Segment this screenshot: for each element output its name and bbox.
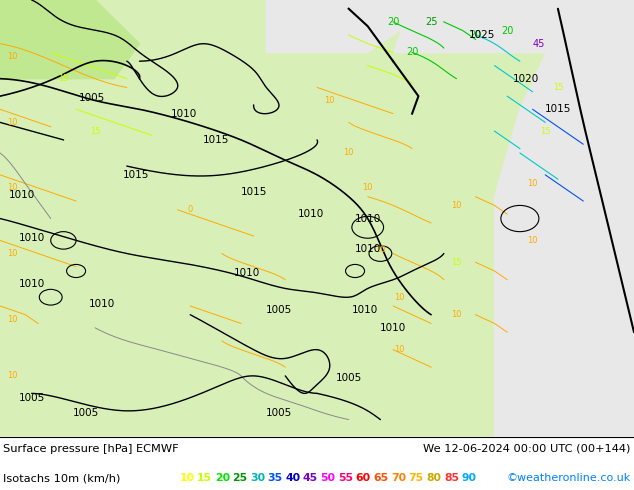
Text: 10: 10 (394, 345, 404, 354)
Text: 30: 30 (250, 473, 265, 483)
Text: Isotachs 10m (km/h): Isotachs 10m (km/h) (3, 473, 120, 483)
Text: 1005: 1005 (266, 408, 292, 418)
Text: 10: 10 (363, 183, 373, 193)
Text: 10: 10 (527, 179, 538, 188)
Text: 1015: 1015 (240, 187, 267, 197)
Text: 10: 10 (451, 201, 462, 210)
Text: 1010: 1010 (351, 305, 378, 316)
Text: 35: 35 (268, 473, 283, 483)
Text: 1025: 1025 (469, 30, 495, 40)
Polygon shape (393, 0, 634, 52)
Text: 10: 10 (394, 293, 404, 302)
Polygon shape (0, 0, 634, 437)
Text: 80: 80 (427, 473, 441, 483)
Polygon shape (266, 0, 444, 52)
Text: 1015: 1015 (123, 170, 150, 180)
Text: 15: 15 (451, 258, 462, 267)
Text: 10: 10 (451, 310, 462, 319)
Text: 1010: 1010 (171, 109, 197, 119)
Text: 10: 10 (527, 236, 538, 245)
Text: 20: 20 (387, 17, 399, 27)
Text: We 12-06-2024 00:00 UTC (00+144): We 12-06-2024 00:00 UTC (00+144) (424, 444, 631, 454)
Text: 1005: 1005 (72, 408, 99, 418)
Text: 15: 15 (90, 126, 100, 136)
Text: 10: 10 (325, 96, 335, 105)
Text: 1005: 1005 (266, 305, 292, 316)
Text: 0: 0 (188, 205, 193, 214)
Polygon shape (0, 0, 139, 79)
Text: 1015: 1015 (545, 104, 571, 114)
Text: 1010: 1010 (18, 279, 45, 289)
Text: 85: 85 (444, 473, 459, 483)
Text: 70: 70 (391, 473, 406, 483)
Text: 20: 20 (215, 473, 230, 483)
Text: 1020: 1020 (513, 74, 540, 84)
Text: 1010: 1010 (354, 244, 381, 254)
Text: 40: 40 (285, 473, 301, 483)
Text: 1005: 1005 (335, 373, 362, 383)
Text: 55: 55 (338, 473, 353, 483)
Text: 1010: 1010 (380, 323, 406, 333)
Text: ©weatheronline.co.uk: ©weatheronline.co.uk (507, 473, 631, 483)
Polygon shape (495, 0, 634, 437)
Text: 1010: 1010 (88, 299, 115, 309)
Text: 20: 20 (501, 25, 514, 36)
Text: 1010: 1010 (9, 190, 36, 199)
Text: 50: 50 (321, 473, 335, 483)
Text: 10: 10 (8, 118, 18, 127)
Text: 10: 10 (375, 245, 385, 254)
Text: 65: 65 (373, 473, 389, 483)
Text: 15: 15 (553, 83, 563, 92)
Text: 10: 10 (8, 183, 18, 193)
Text: Surface pressure [hPa] ECMWF: Surface pressure [hPa] ECMWF (3, 444, 179, 454)
Text: 25: 25 (425, 17, 437, 27)
Text: 90: 90 (462, 473, 477, 483)
Text: 1010: 1010 (354, 214, 381, 223)
Text: 15: 15 (197, 473, 212, 483)
Text: 10: 10 (8, 52, 18, 61)
Text: 75: 75 (409, 473, 424, 483)
Text: 1010: 1010 (18, 233, 45, 243)
Text: 45: 45 (533, 39, 545, 49)
Text: 15: 15 (58, 74, 68, 83)
Text: 15: 15 (540, 126, 550, 136)
Text: 1005: 1005 (18, 393, 45, 403)
Text: 10: 10 (179, 473, 195, 483)
Text: 60: 60 (356, 473, 371, 483)
Text: 1010: 1010 (234, 268, 261, 278)
Text: 1010: 1010 (297, 209, 324, 219)
Text: 10: 10 (344, 148, 354, 157)
Text: 10: 10 (8, 249, 18, 258)
Text: 10: 10 (8, 315, 18, 323)
Text: 1015: 1015 (202, 135, 229, 145)
Text: 20: 20 (469, 30, 482, 40)
Text: 20: 20 (406, 48, 418, 57)
Text: 1005: 1005 (79, 93, 105, 103)
Text: 25: 25 (233, 473, 247, 483)
Text: 10: 10 (8, 371, 18, 380)
Text: 45: 45 (303, 473, 318, 483)
